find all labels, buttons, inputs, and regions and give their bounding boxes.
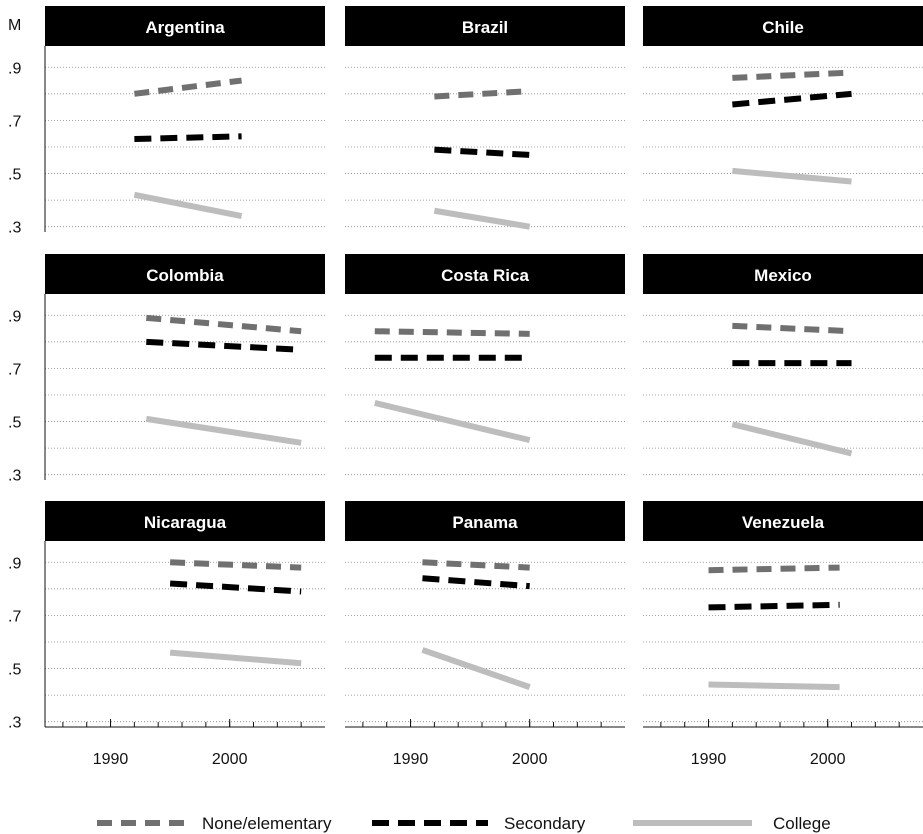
x-tick-label: 2000 — [810, 751, 846, 768]
y-tick-label: .3 — [8, 468, 21, 485]
series-line-argentina-secondary — [134, 133, 242, 142]
y-tick-label: .5 — [8, 415, 21, 432]
x-tick-label: 1990 — [393, 751, 429, 768]
x-tick-label: 2000 — [212, 751, 248, 768]
series-line-costa-rica-college — [374, 400, 531, 444]
panel-strip-chile — [643, 6, 923, 46]
y-tick-label: .7 — [8, 608, 21, 625]
panel-title-costa-rica: Costa Rica — [441, 266, 529, 285]
y-tick-label: .5 — [8, 167, 21, 184]
y-tick-label: .7 — [8, 361, 21, 378]
y-tick-label: .9 — [8, 308, 21, 325]
series-line-chile-none-elementary — [732, 69, 852, 81]
legend-label-secondary: Secondary — [504, 814, 586, 833]
series-line-nicaragua-none-elementary — [169, 559, 302, 571]
series-line-argentina-none-elementary — [133, 77, 242, 97]
y-axis-label: M — [8, 17, 21, 34]
series-line-colombia-college — [145, 415, 302, 446]
panel-strip-venezuela — [643, 501, 923, 541]
series-line-brazil-none-elementary — [434, 88, 530, 100]
legend-label-college: College — [773, 814, 831, 833]
x-tick-label: 2000 — [512, 751, 548, 768]
series-line-colombia-secondary — [146, 338, 302, 353]
series-line-venezuela-college — [708, 681, 840, 691]
series-line-brazil-college — [433, 207, 531, 230]
series-line-brazil-secondary — [434, 146, 530, 158]
y-tick-label: .9 — [8, 60, 21, 77]
y-tick-label: .3 — [8, 715, 21, 732]
y-tick-label: .5 — [8, 662, 21, 679]
series-line-argentina-college — [133, 191, 243, 219]
series-line-panama-secondary — [422, 575, 530, 590]
y-tick-label: .9 — [8, 555, 21, 572]
series-line-venezuela-secondary — [708, 601, 840, 611]
panel-strip-panama — [345, 501, 625, 541]
series-line-panama-none-elementary — [422, 559, 530, 571]
panel-title-chile: Chile — [762, 18, 804, 37]
panel-title-venezuela: Venezuela — [742, 513, 825, 532]
panel-strip-brazil — [345, 6, 625, 46]
panel-strip-argentina — [45, 6, 325, 46]
panel-title-panama: Panama — [452, 513, 518, 532]
panel-strip-costa-rica — [345, 254, 625, 294]
panel-title-nicaragua: Nicaragua — [144, 513, 227, 532]
series-line-mexico-college — [731, 421, 853, 457]
series-line-chile-college — [732, 167, 852, 185]
series-line-venezuela-none-elementary — [708, 564, 840, 574]
panel-strip-nicaragua — [45, 501, 325, 541]
series-line-costa-rica-none-elementary — [374, 328, 530, 337]
series-line-colombia-none-elementary — [146, 314, 302, 335]
panel-title-mexico: Mexico — [754, 266, 812, 285]
x-tick-label: 1990 — [691, 751, 727, 768]
y-tick-label: .7 — [8, 113, 21, 130]
panel-title-argentina: Argentina — [145, 18, 225, 37]
panel-strip-mexico — [643, 254, 923, 294]
series-line-mexico-none-elementary — [732, 322, 852, 335]
x-tick-label: 1990 — [93, 751, 129, 768]
series-line-nicaragua-college — [169, 649, 302, 667]
legend-label-none-elementary: None/elementary — [202, 814, 332, 833]
series-line-panama-college — [421, 647, 531, 690]
series-line-nicaragua-secondary — [169, 580, 302, 595]
y-tick-label: .3 — [8, 220, 21, 237]
panel-strip-colombia — [45, 254, 325, 294]
panel-title-brazil: Brazil — [462, 18, 508, 37]
panel-title-colombia: Colombia — [146, 266, 224, 285]
series-line-chile-secondary — [732, 90, 852, 108]
